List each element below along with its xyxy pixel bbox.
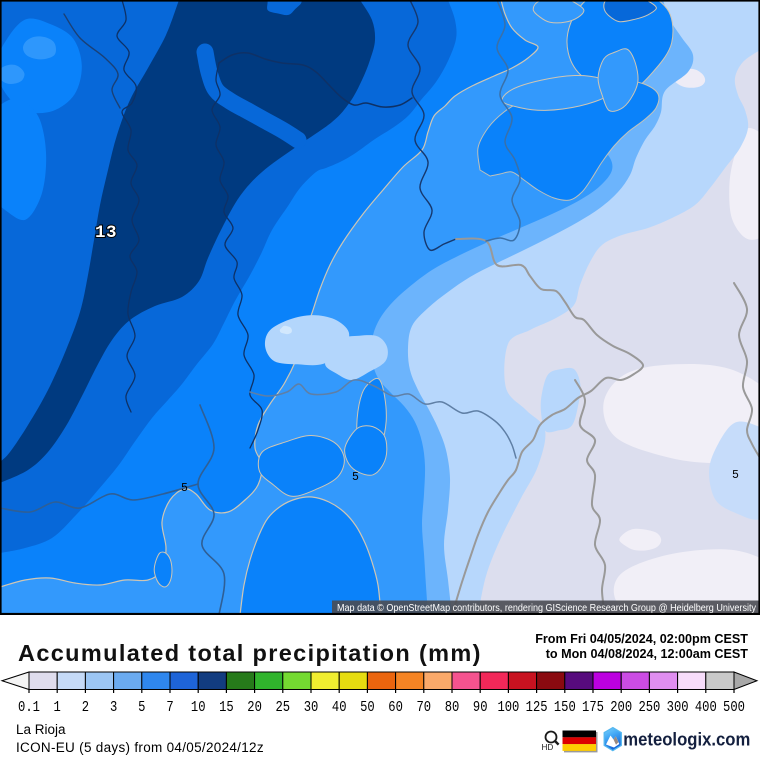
- svg-text:250: 250: [638, 700, 660, 715]
- svg-text:80: 80: [445, 700, 460, 715]
- svg-text:30: 30: [304, 700, 319, 715]
- svg-text:25: 25: [276, 700, 291, 715]
- svg-text:10: 10: [191, 700, 206, 715]
- svg-text:meteologix.com: meteologix.com: [623, 728, 750, 749]
- svg-text:60: 60: [388, 700, 403, 715]
- svg-text:125: 125: [526, 700, 548, 715]
- svg-text:200: 200: [610, 700, 632, 715]
- svg-text:400: 400: [695, 700, 717, 715]
- svg-text:1: 1: [54, 700, 61, 715]
- svg-text:50: 50: [360, 700, 375, 715]
- svg-text:150: 150: [554, 700, 576, 715]
- svg-text:20: 20: [247, 700, 262, 715]
- svg-text:13: 13: [95, 223, 117, 243]
- svg-text:40: 40: [332, 700, 347, 715]
- svg-text:0.1: 0.1: [18, 700, 40, 715]
- svg-text:5: 5: [138, 700, 145, 715]
- svg-text:5: 5: [181, 482, 188, 495]
- svg-text:300: 300: [667, 700, 689, 715]
- svg-text:7: 7: [166, 700, 173, 715]
- svg-text:175: 175: [582, 700, 604, 715]
- svg-text:2: 2: [82, 700, 89, 715]
- svg-text:70: 70: [417, 700, 432, 715]
- svg-text:100: 100: [497, 700, 519, 715]
- svg-text:90: 90: [473, 700, 488, 715]
- svg-text:5: 5: [732, 469, 739, 482]
- svg-text:500: 500: [723, 700, 745, 715]
- svg-text:5: 5: [352, 471, 359, 484]
- svg-text:HD: HD: [542, 743, 554, 752]
- svg-text:15: 15: [219, 700, 234, 715]
- svg-text:Map data © OpenStreetMap contr: Map data © OpenStreetMap contributors, r…: [337, 603, 756, 614]
- svg-text:3: 3: [110, 700, 117, 715]
